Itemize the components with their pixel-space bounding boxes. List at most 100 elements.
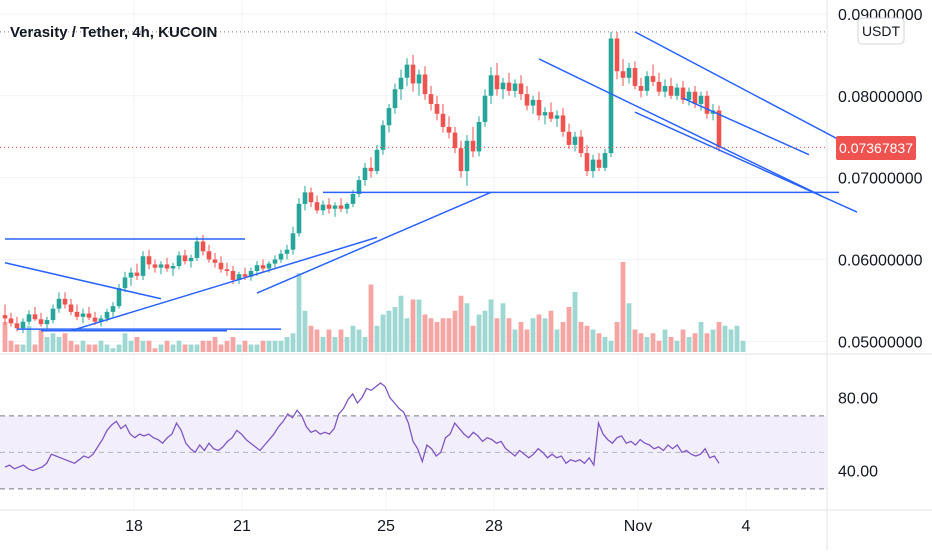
candle-body [332,205,338,209]
candle-body [668,85,674,96]
volume-bar [284,337,290,352]
candle-body [86,313,92,318]
candle-body [182,255,188,262]
candle-body [122,277,128,289]
volume-bar [38,329,44,352]
candle-body [524,94,530,106]
trendline [4,262,162,300]
candle-body [302,192,308,204]
volume-bar [626,303,632,352]
volume-bar [206,340,212,352]
time-tick-label: 25 [377,518,395,535]
candle [704,90,710,119]
volume-bar [20,344,26,352]
volume-bar [428,318,434,352]
candle-body [158,264,164,268]
volume-bar [344,337,350,352]
volume-bar [686,337,692,352]
candle-body [482,95,488,122]
candle-body [188,257,194,262]
candle-body [224,269,230,271]
volume-bar [710,329,716,352]
candle [452,126,458,154]
candle-body [236,274,242,280]
volume-bar [716,322,722,352]
candle-body [590,159,596,172]
volume-bar [182,344,188,352]
volume-bar [374,325,380,352]
candle [32,306,38,321]
candle [158,261,164,275]
volume-bar [560,322,566,352]
volume-bar [440,318,446,352]
volume-bar [296,273,302,352]
candle [20,318,26,334]
volume-bar [326,329,332,352]
candle-body [530,99,536,106]
candle [602,148,608,172]
candle-body [560,115,566,132]
candle [374,144,380,175]
candle-body [452,132,458,149]
candle-body [494,75,500,90]
candle-body [584,153,590,172]
volume-bar [494,318,500,352]
candle [356,176,362,198]
volume-bar [122,333,128,352]
candle [44,316,50,330]
candle-body [200,241,206,252]
candle [446,116,452,139]
candle [584,144,590,176]
volume-bar [14,344,20,352]
volume-bar [632,329,638,352]
volume-bar [44,337,50,352]
volume-bar [434,322,440,352]
volume-bar [362,337,368,352]
volume-bar [464,303,470,352]
candle [626,63,632,84]
candle [290,226,296,255]
candle [140,251,146,280]
volume-bar [272,340,278,352]
volume-bar [80,340,86,352]
candle-body [476,121,482,152]
candle-body [608,38,614,154]
trendline [538,58,822,197]
volume-bar [572,292,578,352]
volume-bar [152,348,158,352]
candle-body [596,159,602,168]
candle-body [602,153,608,168]
last-price-tag: 0.07367837 [836,136,916,160]
volume-bar [584,325,590,352]
candle-body [128,272,134,278]
volume-bar [260,340,266,352]
candle [278,249,284,263]
candle [2,304,8,325]
trendline [70,236,378,332]
price-tick-label: 0.07000000 [838,171,923,188]
volume-bar [488,299,494,352]
candle-body [572,136,578,145]
candle-body [686,91,692,100]
currency-badge[interactable]: USDT [857,17,905,45]
candle [494,63,500,96]
volume-bar [170,344,176,352]
candle-body [20,321,26,329]
candle-body [680,87,686,100]
candle [272,255,278,268]
volume-bar [668,337,674,352]
volume-bar [422,314,428,352]
candle-body [548,112,554,119]
volume-bar [308,325,314,352]
trendlines[interactable] [4,31,870,332]
candle [110,302,116,317]
volume-bar [386,310,392,352]
candle-body [344,203,350,209]
candle [218,256,224,273]
volume-bar [602,337,608,352]
rsi-indicator[interactable] [4,382,720,472]
candle [398,69,404,100]
candle [422,66,428,100]
